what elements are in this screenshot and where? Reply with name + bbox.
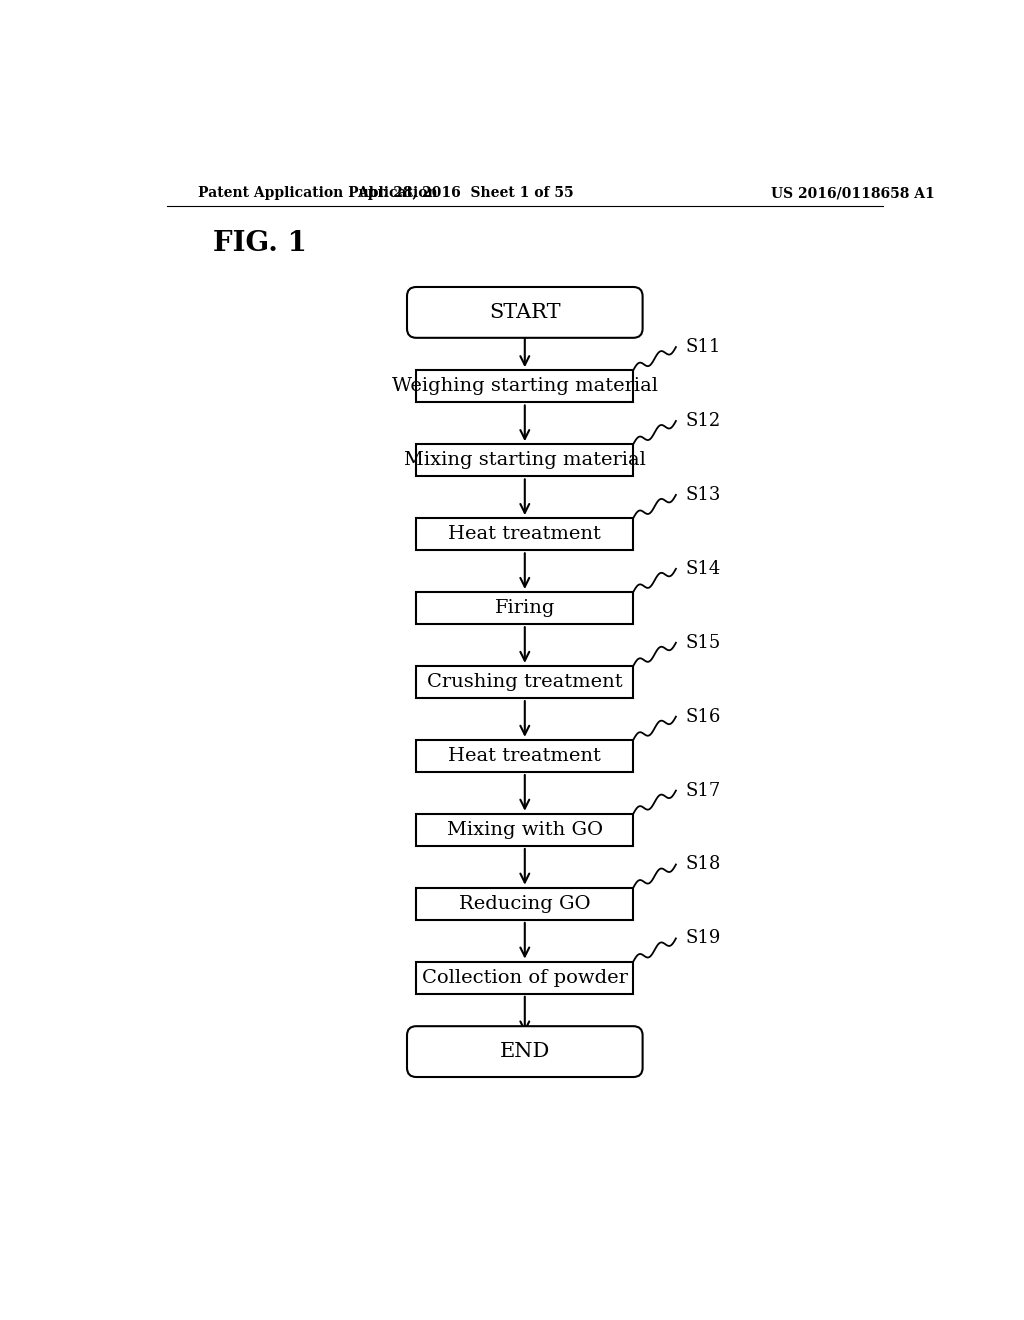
Text: Heat treatment: Heat treatment	[449, 747, 601, 764]
Text: S14: S14	[685, 560, 721, 578]
Text: Collection of powder: Collection of powder	[422, 969, 628, 986]
Text: S11: S11	[685, 338, 721, 356]
Bar	[417, 444, 633, 477]
Bar	[417, 813, 633, 846]
Bar	[417, 370, 633, 403]
Bar	[417, 665, 633, 698]
Text: Apr. 28, 2016  Sheet 1 of 55: Apr. 28, 2016 Sheet 1 of 55	[356, 186, 573, 201]
Text: Heat treatment: Heat treatment	[449, 525, 601, 543]
Text: Crushing treatment: Crushing treatment	[427, 673, 623, 690]
Text: END: END	[500, 1041, 550, 1061]
Text: Mixing starting material: Mixing starting material	[403, 451, 646, 469]
Text: S12: S12	[685, 412, 721, 430]
Text: S16: S16	[685, 708, 721, 726]
Text: Reducing GO: Reducing GO	[459, 895, 591, 912]
Text: S13: S13	[685, 486, 721, 504]
FancyBboxPatch shape	[407, 286, 643, 338]
Text: Mixing with GO: Mixing with GO	[446, 821, 603, 838]
Text: Weighing starting material: Weighing starting material	[392, 378, 657, 395]
Text: S15: S15	[685, 634, 721, 652]
Text: S17: S17	[685, 781, 721, 800]
Text: US 2016/0118658 A1: US 2016/0118658 A1	[771, 186, 935, 201]
Text: Firing: Firing	[495, 599, 555, 616]
Bar	[417, 591, 633, 624]
FancyBboxPatch shape	[407, 1026, 643, 1077]
Bar	[417, 517, 633, 550]
Text: S18: S18	[685, 855, 721, 874]
Bar	[417, 961, 633, 994]
Bar	[417, 887, 633, 920]
Text: FIG. 1: FIG. 1	[213, 230, 307, 256]
Bar	[417, 739, 633, 772]
Text: S19: S19	[685, 929, 721, 948]
Text: Patent Application Publication: Patent Application Publication	[198, 186, 437, 201]
Text: START: START	[489, 302, 560, 322]
